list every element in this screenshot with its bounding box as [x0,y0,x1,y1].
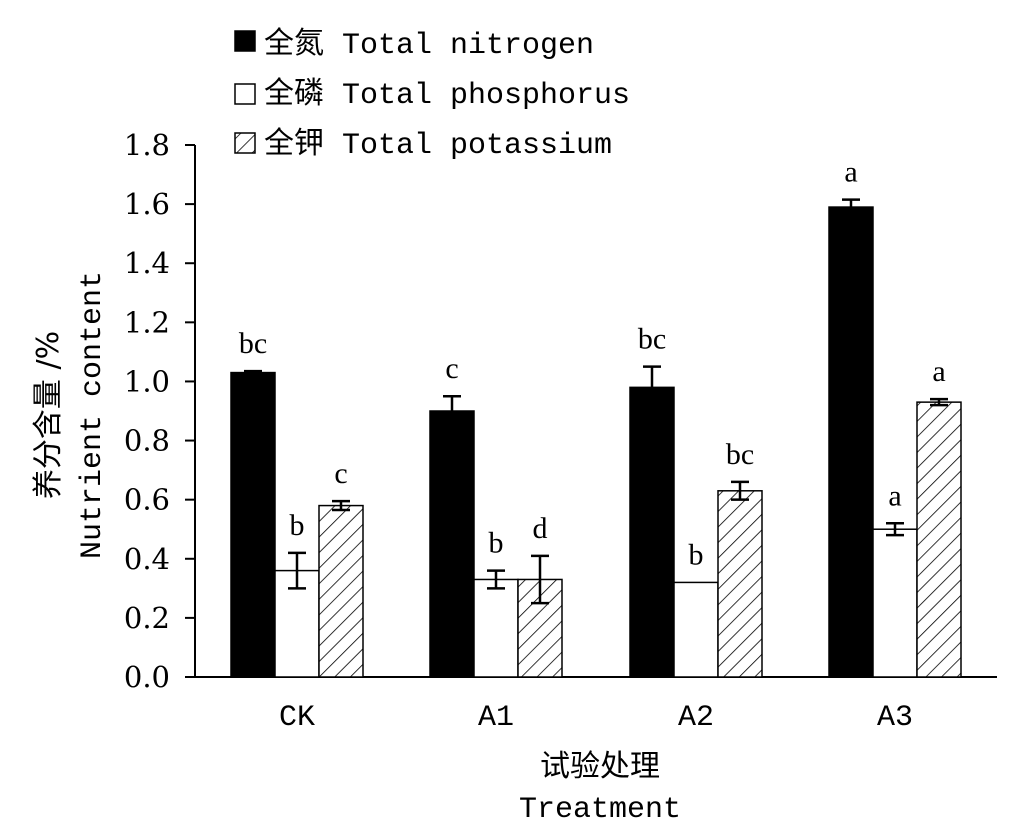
legend-label-nitrogen: 全氮 Total nitrogen [264,27,594,63]
bar-solid [828,206,874,678]
legend-swatch-potassium [234,132,256,154]
significance-letter: b [290,509,305,542]
y-axis-title: 养分含量 /% [31,331,66,499]
x-tick-label: A2 [678,701,714,735]
bar-hatched [916,401,962,678]
legend: 全氮 Total nitrogen 全磷 Total phosphorus 全钾… [234,27,630,163]
significance-letter: c [334,457,347,490]
y-axis-title-en: Nutrient content [76,271,110,559]
significance-letter: bc [239,327,267,360]
y-tick-label: 0.8 [124,424,170,458]
x-axis-title-cn: 试验处理 [540,749,660,784]
bar-hatched [318,504,364,678]
legend-swatch-nitrogen [234,30,256,52]
x-tick-label: A3 [877,701,913,735]
significance-letter: bc [638,323,666,356]
y-tick-label: 0.6 [124,483,170,517]
bar-open [872,528,918,678]
x-tick-label: CK [279,701,315,735]
y-tick-label: 1.6 [124,187,170,221]
y-tick-label: 1.8 [124,128,170,162]
significance-letter: b [489,527,504,560]
significance-letter: a [888,479,901,512]
x-tick-label: A1 [478,701,514,735]
y-tick-label: 0.2 [124,601,170,635]
bar-solid [429,410,475,678]
bar-open [673,581,719,678]
x-axis-title-en: Treatment [519,793,681,827]
bar-hatched [517,578,563,678]
bar-solid [629,386,675,678]
y-axis-title-cn: 养分含量 /% [31,331,66,499]
significance-letter: c [445,352,458,385]
legend-label-potassium: 全钾 Total potassium [264,127,612,163]
legend-swatch-phosphorus [234,83,256,105]
legend-label-phosphorus: 全磷 Total phosphorus [264,77,630,113]
y-tick-label: 1.2 [124,305,170,339]
significance-letter: a [844,156,857,189]
significance-letter: a [932,355,945,388]
y-tick-label: 1.4 [124,246,170,280]
y-tick-label: 0.4 [124,542,170,576]
y-tick-labels: 0.0 0.2 0.4 0.6 0.8 1.0 1.2 1.4 1.6 1.8 [124,128,195,694]
significance-letter: b [689,538,704,571]
y-tick-label: 1.0 [124,364,170,398]
significance-letter: bc [726,438,754,471]
bar-open [473,578,519,678]
y-tick-label: 0.0 [124,660,170,694]
bar-hatched [717,490,763,678]
significance-letter: d [533,512,548,545]
bar-marks: bc c bc a b b b a c d bc a [230,156,962,678]
bar-solid [230,371,276,678]
x-tick-labels: CK A1 A2 A3 [279,701,913,735]
